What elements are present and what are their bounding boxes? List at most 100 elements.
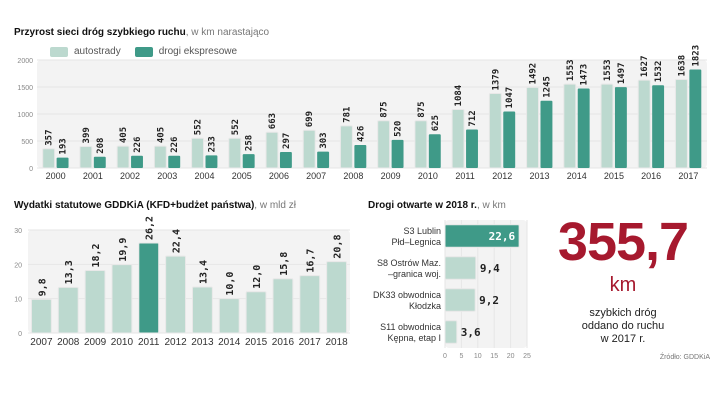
bar-highlight [138,242,160,334]
x-tick-label: 2006 [269,171,289,181]
bar-ekspresowe [614,87,627,168]
x-tick-label: 2013 [529,171,549,181]
bar-ekspresowe [317,151,330,168]
data-label: 1553 [566,59,576,81]
data-label: 1492 [529,63,539,85]
x-tick-label: 2017 [299,337,322,348]
bar-autostrady [191,137,204,169]
data-label: 13,4 [198,260,209,284]
bar-autostrady [228,137,242,169]
bar-ekspresowe [577,88,590,168]
data-label: 297 [282,133,292,149]
data-label: 1379 [491,69,501,91]
x-tick-label: 10 [474,353,482,360]
data-label: 1047 [505,87,515,109]
data-label: 303 [319,132,329,148]
legend-label-autostrady: autostrady [74,46,121,57]
bar-autostrady [451,108,465,169]
data-label: 875 [380,101,390,117]
data-label: 699 [305,111,315,127]
data-label: 1473 [580,64,590,86]
y-tick-label: 10 [14,297,22,304]
x-tick-label: 15 [490,353,498,360]
bar-autostrady [339,125,353,169]
data-label: 20,8 [333,234,344,258]
bar-ekspresowe [391,139,404,168]
data-label: 625 [431,115,441,131]
data-label: 12,0 [252,265,263,289]
bar-ekspresowe [466,129,478,168]
x-tick-label: 2014 [567,171,587,181]
bar [444,320,458,344]
x-tick-label: 0 [443,353,447,360]
x-tick-label: 2017 [678,171,698,181]
bar [326,261,348,334]
data-label: 226 [133,137,143,153]
bar-autostrady [153,145,167,169]
x-tick-label: 2007 [30,337,53,348]
data-label: 3,6 [461,326,481,339]
bar-autostrady [116,145,130,169]
data-label: 1638 [677,55,687,77]
data-label: 405 [156,127,166,143]
bar-ekspresowe [205,155,218,168]
data-label: 9,8 [37,278,48,296]
bar [299,275,321,334]
x-tick-label: 2003 [157,171,177,181]
bar-autostrady [563,83,577,169]
category-label: Płd–Legnica [391,237,441,247]
data-label: 520 [394,121,404,137]
stat-line-2: oddano do ruchu [581,320,665,332]
bar [191,286,213,334]
bar [111,264,133,334]
bar-ekspresowe [168,155,181,168]
x-tick-label: 2010 [418,171,438,181]
bar-autostrady [637,79,651,169]
bar [84,270,106,334]
data-label: 15,8 [279,252,290,276]
x-tick-label: 2014 [218,337,241,348]
x-tick-label: 2007 [306,171,326,181]
plot-background [445,220,527,348]
y-tick-label: 2000 [17,58,33,65]
data-label: 19,9 [118,238,129,262]
data-label: 13,3 [64,260,75,284]
bar-autostrady [526,86,539,169]
data-label: 357 [45,129,55,145]
chart2-title: Wydatki statutowe GDDKiA (KFD+budżet pań… [14,200,296,211]
data-label: 233 [207,136,217,152]
bar-autostrady [600,83,614,169]
data-label: 9,4 [480,262,500,275]
bar-autostrady [42,148,56,169]
data-label: 258 [245,135,255,151]
bar-ekspresowe [503,111,516,168]
data-label: 405 [119,127,129,143]
bar-autostrady [79,145,93,169]
bar [57,286,79,334]
x-tick-label: 2000 [46,171,66,181]
data-label: 1532 [654,61,664,83]
legend-swatch-ekspresowe [134,46,153,57]
bar [218,298,240,334]
category-label: Kłodzka [409,301,441,311]
data-label: 552 [194,119,204,135]
data-label: 1823 [691,45,701,67]
data-label: 663 [268,113,278,129]
data-label: 9,2 [479,294,499,307]
x-tick-label: 2018 [325,337,348,348]
legend-label-ekspresowe: drogi ekspresowe [158,46,238,57]
bar-ekspresowe [93,156,106,168]
data-label: 875 [417,101,427,117]
chart3-title: Drogi otwarte w 2018 r., w km [368,200,506,211]
bar [272,278,294,334]
y-tick-label: 0 [29,166,33,173]
data-label: 712 [468,110,478,126]
x-tick-label: 2016 [641,171,661,181]
category-label: Kępna, etap I [387,333,441,343]
source-note: Źródło: GDDKiA [659,354,710,361]
data-label: 10,0 [225,272,236,296]
data-label: 1497 [617,62,627,84]
bar [444,288,476,312]
x-tick-label: 2012 [164,337,187,348]
